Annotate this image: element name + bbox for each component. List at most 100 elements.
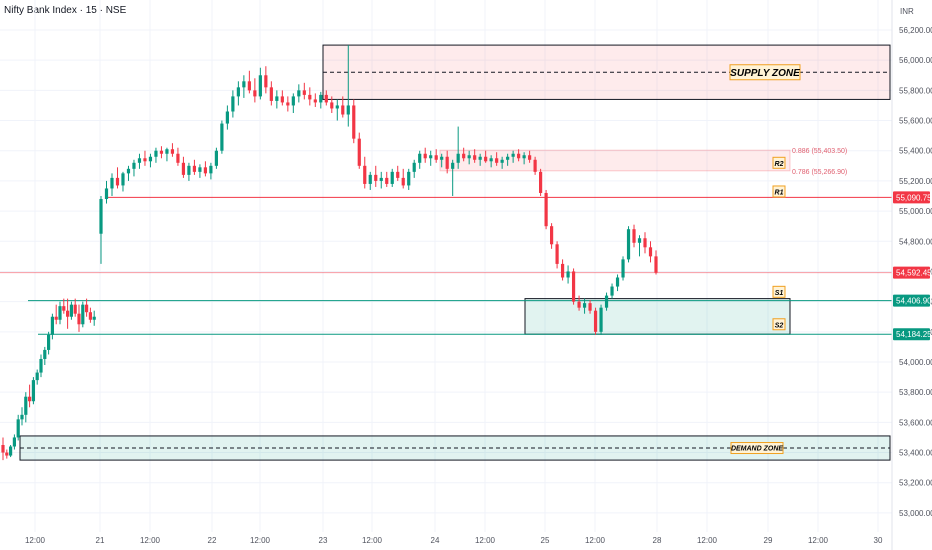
candle-body <box>31 380 35 402</box>
fib-0786-label: 0.786 (55,266.90) <box>792 169 847 176</box>
candle-series <box>1 45 658 461</box>
candle-body <box>99 199 103 234</box>
candle-body <box>77 313 81 325</box>
x-tick-label: 30 <box>874 536 883 545</box>
resistance-zone <box>439 149 791 172</box>
candle-body <box>50 316 54 335</box>
candle-body <box>610 286 614 296</box>
price-tag <box>893 328 930 341</box>
candle-body <box>434 155 438 160</box>
chart-title: Nifty Bank Index · 15 · NSE <box>4 5 127 16</box>
candle-body <box>539 171 543 193</box>
candle-body <box>47 334 51 350</box>
candle-body <box>506 156 510 160</box>
candle-body <box>291 96 295 106</box>
price-axis: INR 53,000.00 53,200.00 53,400.00 53,600.00 5… <box>891 0 932 550</box>
candle-body <box>390 171 394 184</box>
y-tick-label: 53,800.00 <box>899 388 932 397</box>
candle-body <box>319 94 323 103</box>
candle-body <box>198 167 202 172</box>
candle-body <box>258 75 262 97</box>
candle-body <box>214 150 218 166</box>
demand-zone-label: DEMAND ZONE <box>731 445 783 452</box>
y-tick-label: 55,000.00 <box>899 207 932 216</box>
candle-body <box>566 271 570 278</box>
candle-body <box>104 188 109 200</box>
x-tick-label: 12:00 <box>362 536 383 545</box>
candle-body <box>92 316 96 320</box>
candle-body <box>58 306 62 320</box>
candle-body <box>621 259 625 278</box>
candle-body <box>126 168 131 174</box>
y-tick-label: 54,800.00 <box>899 237 932 246</box>
candle-body <box>637 238 642 243</box>
price-tag-label: 54,406.90 <box>896 297 932 306</box>
candle-body <box>462 153 466 159</box>
candle-body <box>231 96 235 112</box>
candle-body <box>88 312 92 320</box>
y-tick-label: 53,600.00 <box>899 418 932 427</box>
currency-label: INR <box>900 7 914 16</box>
candle-body <box>192 165 197 172</box>
x-tick-label: 12:00 <box>140 536 161 545</box>
candle-body <box>346 105 350 115</box>
candle-body <box>115 177 120 186</box>
candle-body <box>489 158 493 162</box>
level-r1-label: R1 <box>775 189 784 196</box>
candle-body <box>500 159 504 163</box>
candle-body <box>654 256 658 273</box>
candle-body <box>110 177 114 189</box>
supply-zone-label-box <box>729 64 801 81</box>
price-tag-label: 54,184.25 <box>896 330 932 339</box>
candle-body <box>588 303 592 311</box>
level-s2-label: S2 <box>775 322 784 329</box>
chart-annotations: SUPPLY ZONE DEMAND ZONE R1 R2 S1 S2 0.886 (55,… <box>729 64 847 455</box>
candle-body <box>39 358 43 373</box>
time-axis: 12:00 21 12:00 22 12:00 23 12:00 24 12:00 25 12:00… <box>25 536 883 545</box>
candle-body <box>43 349 47 359</box>
candle-body <box>159 150 164 154</box>
candle-body <box>54 316 58 320</box>
price-tag-label: 55,090.75 <box>896 193 932 202</box>
candle-body <box>220 123 224 151</box>
candle-body <box>341 105 345 115</box>
support-zone <box>524 298 791 335</box>
price-tag-label: 54,592.45 <box>896 269 932 278</box>
candle-body <box>187 165 191 175</box>
candle-body <box>511 153 515 157</box>
candle-body <box>132 162 136 169</box>
x-tick-label: 12:00 <box>808 536 829 545</box>
candle-body <box>225 111 229 124</box>
candle-body <box>143 158 147 162</box>
price-tag <box>893 294 930 307</box>
candle-body <box>467 155 471 159</box>
candle-body <box>203 167 208 174</box>
candle-body <box>154 150 158 157</box>
level-s1-label: S1 <box>775 290 784 297</box>
candle-body <box>5 452 9 456</box>
candle-body <box>308 94 312 100</box>
candle-body <box>495 158 499 163</box>
candle-body <box>522 155 526 159</box>
candle-body <box>66 310 70 317</box>
candle-body <box>12 437 16 447</box>
candle-body <box>632 229 636 243</box>
candle-body <box>137 158 142 163</box>
y-tick-label: 55,400.00 <box>899 147 932 156</box>
candle-body <box>385 177 389 184</box>
candle-body <box>374 174 378 181</box>
candle-body <box>418 153 422 163</box>
candle-body <box>121 173 125 186</box>
supply-zone-label: SUPPLY ZONE <box>730 68 800 79</box>
level-r2-box <box>772 156 786 169</box>
x-tick-label: 25 <box>541 536 550 545</box>
candle-body <box>626 229 631 260</box>
x-tick-label: 29 <box>764 536 773 545</box>
candle-body <box>1 445 5 453</box>
x-tick-label: 24 <box>431 536 440 545</box>
y-tick-label: 56,000.00 <box>899 56 932 65</box>
candle-body <box>451 162 455 169</box>
candle-body <box>648 247 653 257</box>
candle-body <box>473 155 477 160</box>
